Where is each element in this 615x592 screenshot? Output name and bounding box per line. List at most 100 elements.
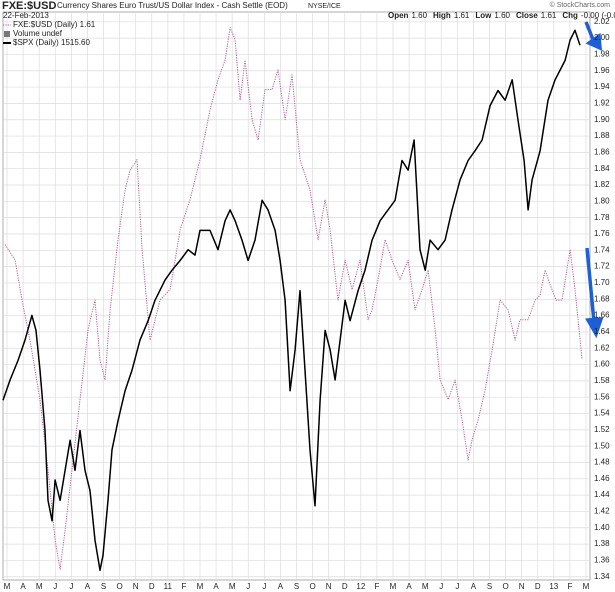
arrow-head (585, 32, 602, 51)
x-tick-label: M (583, 582, 590, 591)
x-tick-label: J (439, 582, 443, 591)
series-line (4, 27, 583, 570)
x-tick-label: A (471, 582, 477, 591)
x-tick-label: O (309, 582, 315, 591)
grid (3, 12, 590, 580)
y-tick-label: 1.42 (594, 507, 610, 516)
arrow (585, 247, 596, 323)
exchange: NYSE/ICE (308, 3, 341, 10)
y-tick-label: 1.74 (594, 245, 610, 254)
series-line (2, 29, 581, 572)
y-tick-label: 1.40 (594, 523, 610, 532)
x-tick-label: M (390, 582, 397, 591)
y-tick-label: 1.78 (594, 213, 610, 222)
credit: © StockCharts.com (550, 1, 611, 9)
y-tick-label: 1.76 (594, 229, 610, 238)
x-tick-label: O (502, 582, 508, 591)
legend-label: Volume undef (13, 29, 63, 38)
annotation-arrows (584, 21, 604, 339)
y-tick-label: 1.72 (594, 262, 610, 271)
x-tick-label: 12 (356, 582, 365, 591)
date: 22-Feb-2013 (3, 11, 49, 20)
y-tick-label: 1.52 (594, 425, 610, 434)
x-tick-label: J (246, 582, 250, 591)
x-tick-label: S (294, 582, 299, 591)
x-tick-label: J (262, 582, 266, 591)
y-tick-label: 1.38 (594, 539, 610, 548)
y-tick-label: 1.98 (594, 50, 610, 59)
quote-label: Close (516, 11, 538, 20)
arrow-head (585, 317, 604, 339)
y-tick-label: 1.84 (594, 164, 610, 173)
x-tick-label: F (374, 582, 379, 591)
x-tick-label: M (229, 582, 236, 591)
quote-value: 1.60 (411, 11, 427, 20)
y-tick-label: 1.34 (594, 572, 610, 581)
y-tick-label: 2.02 (594, 17, 610, 26)
x-tick-label: A (406, 582, 412, 591)
x-tick-label: F (567, 582, 572, 591)
y-tick-label: 1.48 (594, 458, 610, 467)
x-tick-label: N (519, 582, 525, 591)
x-tick-label: A (278, 582, 284, 591)
y-tick-label: 1.66 (594, 311, 610, 320)
quote-value: 1.61 (541, 11, 557, 20)
x-tick-label: A (20, 582, 26, 591)
y-tick-label: 1.86 (594, 147, 610, 156)
x-tick-label: J (69, 582, 73, 591)
x-tick-label: J (455, 582, 459, 591)
y-tick-label: 1.44 (594, 490, 610, 499)
quote-label: High (433, 11, 451, 20)
x-tick-label: A (85, 582, 91, 591)
chart-subtitle: Currency Shares Euro Trust/US Dollar Ind… (57, 1, 288, 10)
quote-value: 1.61 (454, 11, 470, 20)
y-tick-label: 1.96 (594, 66, 610, 75)
y-tick-label: 1.94 (594, 82, 610, 91)
y-tick-label: 1.50 (594, 441, 610, 450)
x-tick-label: 11 (164, 582, 173, 591)
x-tick-label: J (53, 582, 57, 591)
y-tick-label: 1.68 (594, 294, 610, 303)
x-tick-label: M (197, 582, 204, 591)
y-tick-label: 1.60 (594, 360, 610, 369)
x-tick-label: D (342, 582, 348, 591)
y-tick-label: 2.00 (594, 33, 610, 42)
x-tick-label: M (4, 582, 11, 591)
y-tick-label: 1.64 (594, 327, 610, 336)
y-tick-label: 1.82 (594, 180, 610, 189)
legend-label: $SPX (Daily) 1515.60 (13, 38, 90, 47)
y-tick-label: 1.90 (594, 115, 610, 124)
y-tick-label: 1.54 (594, 409, 610, 418)
x-tick-label: S (487, 582, 492, 591)
x-tick-label: N (326, 582, 332, 591)
quote: Open 1.60 High 1.61 Low 1.60 Close 1.61 Chg -0.00… (388, 11, 615, 20)
x-tick-label: D (149, 582, 155, 591)
chart-title: FXE:$USD (2, 0, 56, 12)
quote-value: 1.60 (494, 11, 510, 20)
x-tick-label: N (133, 582, 139, 591)
x-tick-label: 13 (549, 582, 558, 591)
x-tick-label: M (422, 582, 429, 591)
legend-label: FXE:$USD (Daily) 1.61 (13, 20, 96, 29)
y-tick-label: 1.46 (594, 474, 610, 483)
quote-label: Chg (562, 11, 578, 20)
x-tick-label: S (101, 582, 106, 591)
x-tick-label: D (535, 582, 541, 591)
quote-label: Low (475, 11, 492, 20)
y-tick-label: 1.36 (594, 556, 610, 565)
y-tick-label: 1.80 (594, 196, 610, 205)
y-tick-label: 1.56 (594, 392, 610, 401)
series-layer (2, 27, 583, 572)
y-tick-label: 1.88 (594, 131, 610, 140)
x-tick-label: A (213, 582, 219, 591)
quote-label: Open (388, 11, 409, 20)
y-tick-label: 1.62 (594, 343, 610, 352)
x-tick-label: F (181, 582, 186, 591)
y-tick-label: 1.58 (594, 376, 610, 385)
legend-swatch (4, 31, 10, 37)
x-tick-label: O (116, 582, 122, 591)
quote-value: -0.00 (-0.01%) (581, 11, 615, 20)
y-tick-label: 1.92 (594, 99, 610, 108)
